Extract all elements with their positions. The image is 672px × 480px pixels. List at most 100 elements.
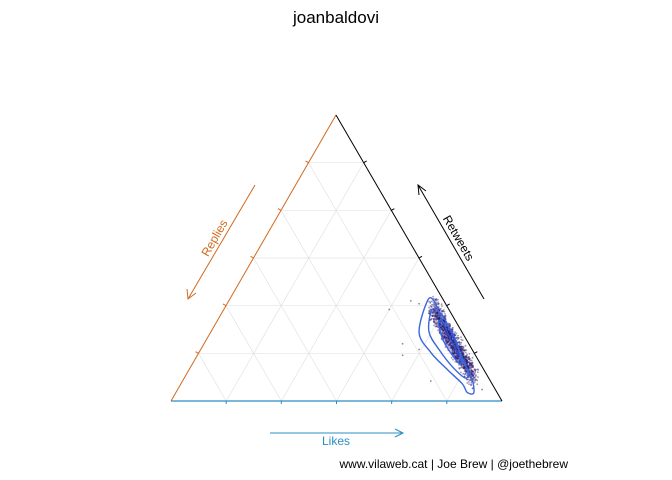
likes-axis-arrow <box>270 428 405 438</box>
data-point <box>434 306 436 309</box>
data-point <box>467 361 469 363</box>
grid-line <box>391 305 447 402</box>
data-point <box>466 365 469 368</box>
data-point <box>473 373 476 375</box>
data-point <box>431 315 434 317</box>
replies-tick <box>305 160 309 164</box>
data-point <box>430 317 433 320</box>
data-point <box>461 348 464 351</box>
replies-axis-label: Replies <box>198 217 230 259</box>
likes-axis-label: Likes <box>322 434 350 448</box>
data-point <box>461 366 463 369</box>
data-point <box>468 383 470 385</box>
data-point <box>438 318 440 321</box>
data-point <box>476 383 479 386</box>
data-point <box>476 368 479 371</box>
data-point <box>461 339 464 342</box>
data-point <box>456 354 458 357</box>
data-point <box>450 345 453 348</box>
data-point <box>449 333 452 335</box>
data-point <box>446 336 449 339</box>
data-point <box>471 387 474 389</box>
data-point <box>460 364 463 367</box>
data-point <box>434 315 437 317</box>
data-point <box>455 357 458 359</box>
data-point <box>452 340 455 343</box>
data-point <box>468 364 471 367</box>
data-point <box>429 308 432 310</box>
data-point <box>451 347 453 349</box>
data-point <box>447 337 450 340</box>
data-point <box>451 352 454 355</box>
data-point <box>445 333 448 335</box>
data-point <box>437 306 440 308</box>
data-point <box>428 300 430 303</box>
data-point <box>452 326 454 329</box>
data-point <box>454 344 456 346</box>
data-point <box>460 349 463 351</box>
data-point <box>436 324 439 327</box>
data-point <box>473 376 475 379</box>
data-point <box>470 369 473 372</box>
replies-tick <box>277 208 282 211</box>
chart-caption: www.vilaweb.cat | Joe Brew | @joethebrew <box>338 457 568 471</box>
data-point <box>460 352 463 354</box>
data-point <box>458 345 461 348</box>
data-point <box>455 355 457 358</box>
data-point <box>441 331 444 334</box>
data-point <box>447 329 450 332</box>
data-point <box>465 370 468 373</box>
data-point <box>434 318 437 320</box>
data-point <box>468 357 471 360</box>
grid-line <box>198 353 227 402</box>
data-point <box>449 324 451 327</box>
data-point <box>439 322 442 325</box>
data-point <box>468 357 470 360</box>
data-point <box>447 343 450 346</box>
data-point <box>437 301 439 303</box>
data-point <box>468 362 471 365</box>
data-point <box>466 359 468 362</box>
data-point <box>438 308 441 310</box>
data-point <box>458 343 461 346</box>
data-point <box>450 344 453 347</box>
data-point <box>470 364 473 367</box>
data-point <box>448 338 450 341</box>
outlier-point <box>388 308 391 311</box>
data-point <box>452 352 455 355</box>
data-point <box>470 372 473 375</box>
retweets-tick <box>446 303 450 307</box>
data-point <box>470 383 472 386</box>
data-point <box>468 364 471 366</box>
data-point <box>463 370 466 373</box>
data-point <box>462 356 465 359</box>
data-point <box>433 324 435 327</box>
data-point <box>469 365 472 367</box>
data-point <box>451 349 454 351</box>
data-point <box>470 362 473 365</box>
data-point <box>474 379 476 381</box>
replies-axis-arrow <box>186 184 256 300</box>
data-point <box>453 351 456 354</box>
data-point <box>450 335 452 338</box>
data-point <box>465 359 468 361</box>
data-point <box>443 332 445 334</box>
data-point <box>453 350 456 353</box>
data-point <box>462 349 465 352</box>
data-point <box>435 315 438 318</box>
data-point <box>430 318 432 321</box>
data-point <box>461 352 464 355</box>
data-point <box>447 337 450 339</box>
data-point <box>447 330 450 333</box>
data-point <box>474 381 476 383</box>
data-point <box>471 374 474 377</box>
data-point <box>458 359 460 362</box>
outlier-point <box>418 302 420 305</box>
data-point <box>470 365 473 367</box>
data-point <box>458 341 461 344</box>
data-point <box>434 311 437 314</box>
data-point <box>462 373 465 375</box>
data-point <box>439 327 442 329</box>
data-point <box>461 365 463 368</box>
data-point <box>465 359 468 362</box>
